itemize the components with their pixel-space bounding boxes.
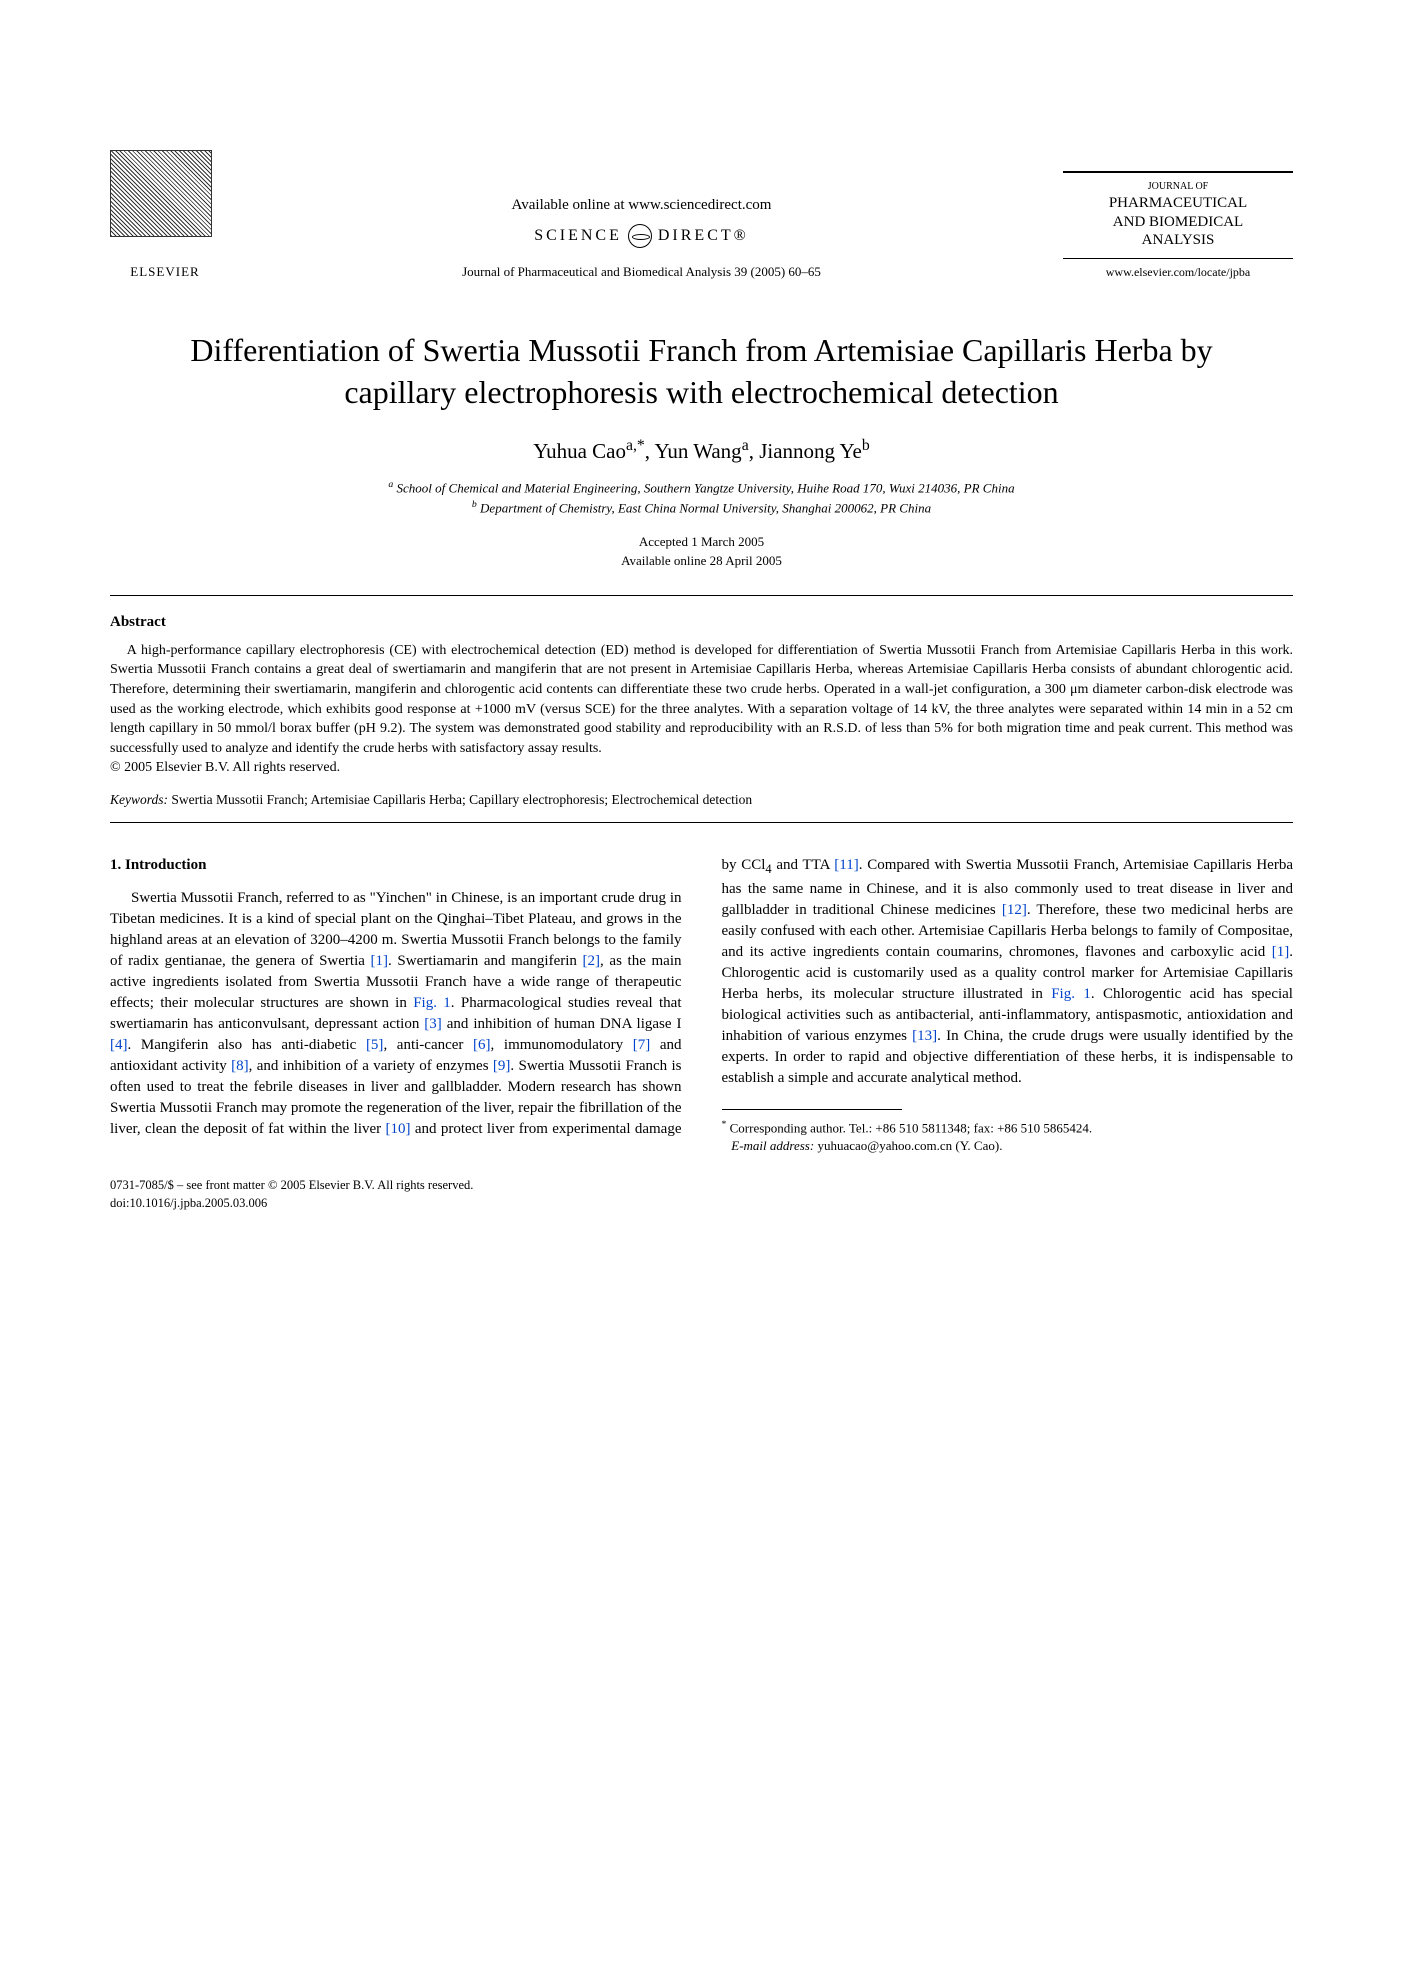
body-columns: 1. Introduction Swertia Mussotii Franch,…	[110, 855, 1293, 1155]
ref-link-9[interactable]: [9]	[493, 1058, 511, 1074]
fig-link-1b[interactable]: Fig. 1	[1051, 986, 1091, 1002]
keywords-text: Swertia Mussotii Franch; Artemisiae Capi…	[168, 792, 752, 807]
ref-link-10[interactable]: [10]	[386, 1121, 411, 1137]
author-2: , Yun Wang	[645, 439, 742, 463]
ref-link-3[interactable]: [3]	[424, 1016, 442, 1032]
header-center: Available online at www.sciencedirect.co…	[220, 197, 1063, 280]
sciencedirect-right: DIRECT®	[658, 227, 749, 245]
page-header: ELSEVIER Available online at www.science…	[110, 150, 1293, 280]
corresponding-author-note: * Corresponding author. Tel.: +86 510 58…	[722, 1118, 1294, 1138]
journal-reference: Journal of Pharmaceutical and Biomedical…	[220, 264, 1063, 280]
email-label: E-mail address:	[731, 1138, 814, 1153]
keywords-line: Keywords: Swertia Mussotii Franch; Artem…	[110, 792, 1293, 808]
ref-link-1[interactable]: [1]	[371, 953, 389, 969]
available-online-text: Available online at www.sciencedirect.co…	[220, 197, 1063, 214]
author-2-sup: a	[742, 437, 749, 454]
author-3: , Jiannong Ye	[749, 439, 862, 463]
journal-box-line1: PHARMACEUTICAL	[1067, 194, 1289, 213]
affiliation-b: Department of Chemistry, East China Norm…	[477, 500, 931, 515]
ref-link-13[interactable]: [13]	[912, 1028, 937, 1044]
journal-box-line3: ANALYSIS	[1067, 231, 1289, 250]
keywords-label: Keywords:	[110, 792, 168, 807]
affiliations: a School of Chemical and Material Engine…	[110, 478, 1293, 518]
publisher-name: ELSEVIER	[110, 264, 220, 280]
intro-paragraph: Swertia Mussotii Franch, referred to as …	[110, 855, 1293, 1155]
journal-title-box: JOURNAL OF PHARMACEUTICAL AND BIOMEDICAL…	[1063, 171, 1293, 280]
page: ELSEVIER Available online at www.science…	[0, 0, 1403, 1272]
page-footer: 0731-7085/$ – see front matter © 2005 El…	[110, 1177, 1293, 1212]
abstract-heading: Abstract	[110, 614, 1293, 631]
ref-link-1b[interactable]: [1]	[1272, 944, 1290, 960]
author-1: Yuhua Cao	[533, 439, 626, 463]
footnotes: * Corresponding author. Tel.: +86 510 58…	[722, 1118, 1294, 1156]
online-date: Available online 28 April 2005	[621, 553, 782, 568]
journal-box-top: JOURNAL OF	[1067, 181, 1289, 192]
ref-link-12[interactable]: [12]	[1002, 902, 1027, 918]
article-title: Differentiation of Swertia Mussotii Fran…	[170, 330, 1233, 413]
accepted-date: Accepted 1 March 2005	[639, 534, 764, 549]
email-line: E-mail address: yuhuacao@yahoo.com.cn (Y…	[722, 1137, 1294, 1155]
ref-link-11[interactable]: [11]	[834, 857, 858, 873]
ref-link-8[interactable]: [8]	[231, 1058, 249, 1074]
journal-box-line2: AND BIOMEDICAL	[1067, 213, 1289, 232]
ref-link-6[interactable]: [6]	[473, 1037, 491, 1053]
journal-box: JOURNAL OF PHARMACEUTICAL AND BIOMEDICAL…	[1063, 171, 1293, 259]
email-address: yuhuacao@yahoo.com.cn (Y. Cao).	[814, 1138, 1002, 1153]
author-list: Yuhua Caoa,*, Yun Wanga, Jiannong Yeb	[110, 437, 1293, 464]
author-1-sup: a,*	[626, 437, 645, 454]
author-3-sup: b	[862, 437, 870, 454]
section-1-heading: 1. Introduction	[110, 855, 682, 876]
sciencedirect-left: SCIENCE	[534, 227, 622, 245]
sciencedirect-orb-icon	[628, 224, 652, 248]
abstract-body: A high-performance capillary electrophor…	[110, 641, 1293, 778]
sciencedirect-logo: SCIENCE DIRECT®	[220, 224, 1063, 248]
divider-bottom	[110, 822, 1293, 823]
ref-link-5[interactable]: [5]	[366, 1037, 384, 1053]
abstract-text: A high-performance capillary electrophor…	[110, 643, 1293, 756]
affiliation-a: School of Chemical and Material Engineer…	[393, 481, 1014, 496]
doi: doi:10.1016/j.jpba.2005.03.006	[110, 1196, 267, 1210]
issn-copyright: 0731-7085/$ – see front matter © 2005 El…	[110, 1178, 473, 1192]
abstract-copyright: © 2005 Elsevier B.V. All rights reserved…	[110, 758, 340, 778]
article-dates: Accepted 1 March 2005 Available online 2…	[110, 532, 1293, 571]
footnote-separator	[722, 1109, 902, 1110]
publisher-logo-block: ELSEVIER	[110, 150, 220, 280]
fig-link-1a[interactable]: Fig. 1	[413, 995, 451, 1011]
ref-link-2[interactable]: [2]	[583, 953, 601, 969]
elsevier-tree-icon	[110, 150, 210, 260]
divider-top	[110, 595, 1293, 596]
ref-link-4[interactable]: [4]	[110, 1037, 128, 1053]
ref-link-7[interactable]: [7]	[633, 1037, 651, 1053]
journal-url: www.elsevier.com/locate/jpba	[1063, 265, 1293, 280]
corr-text: Corresponding author. Tel.: +86 510 5811…	[726, 1120, 1092, 1135]
